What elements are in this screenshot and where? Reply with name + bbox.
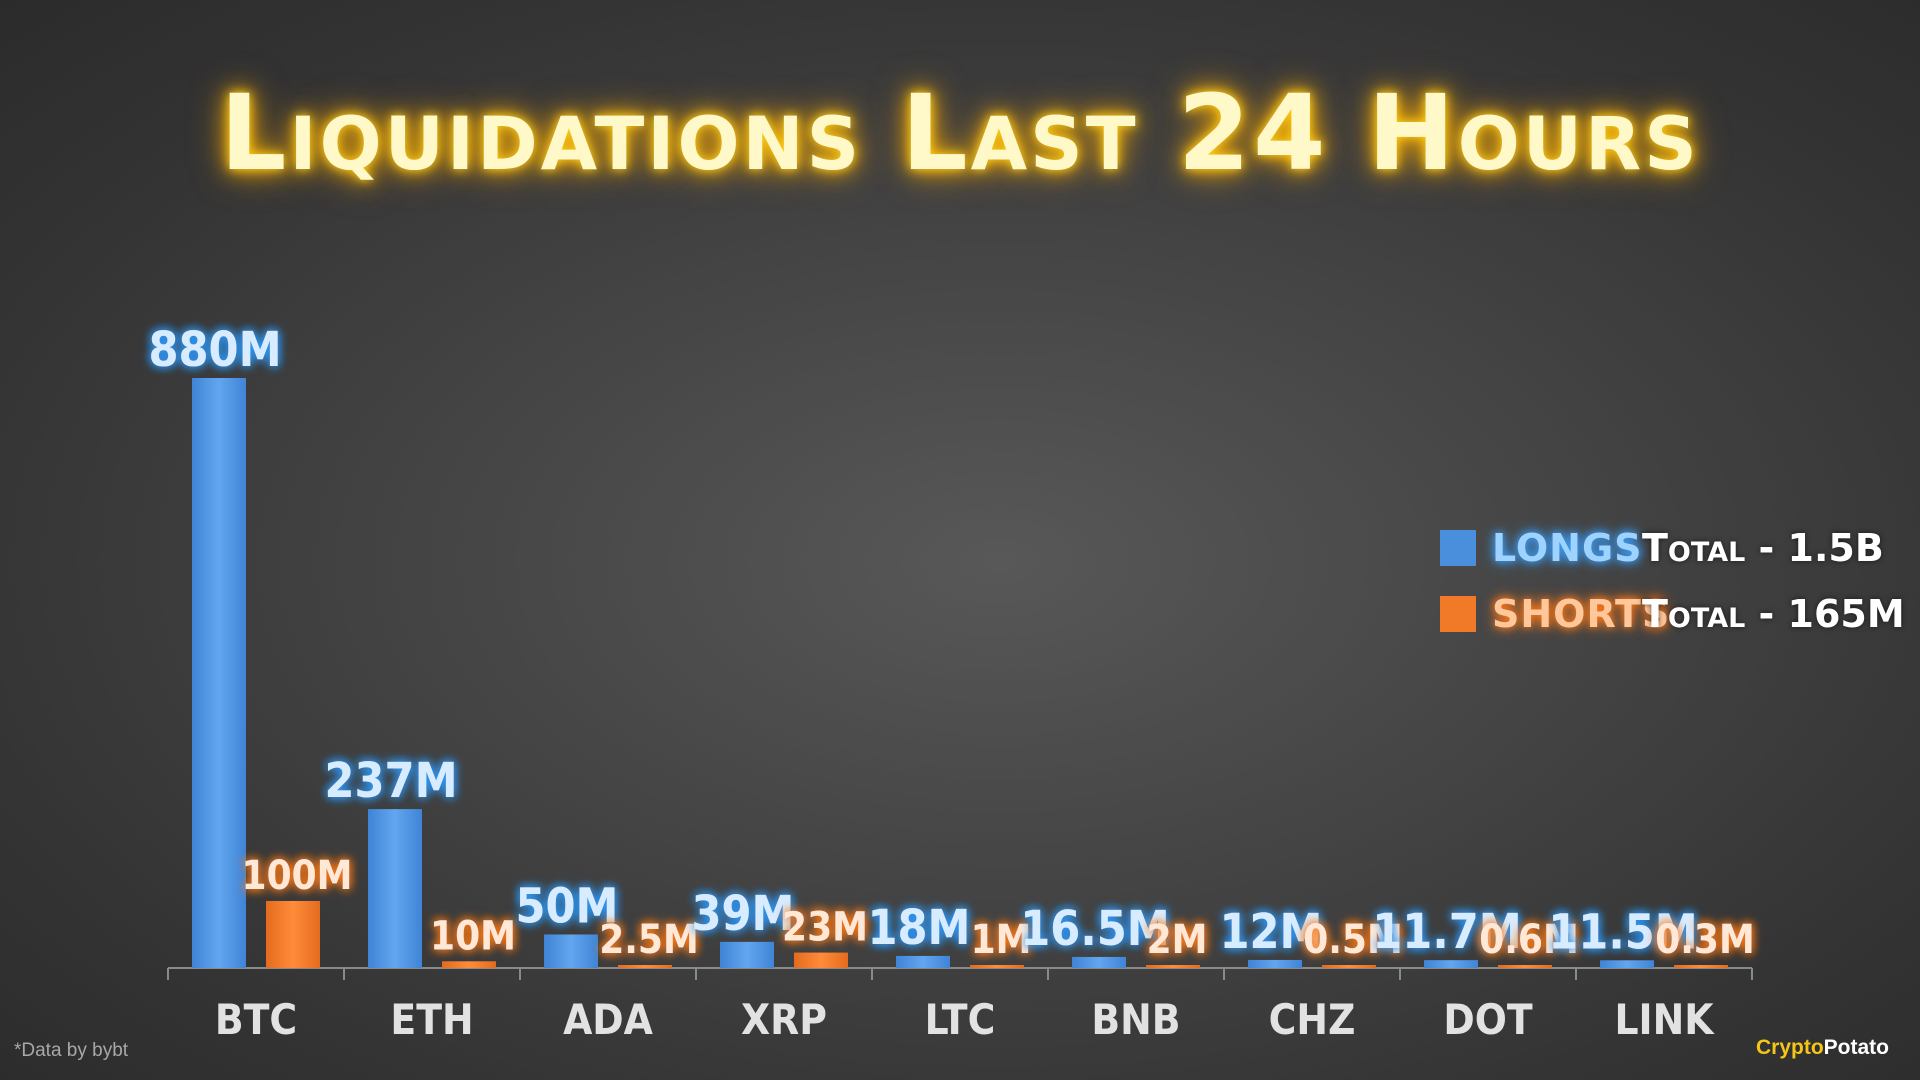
data-label-shorts-chz: 0.5M: [1303, 917, 1403, 963]
brand-logo-part1: Crypto: [1756, 1036, 1824, 1059]
bar-shorts-bnb: [1146, 965, 1200, 968]
data-source-note: *Data by bybt: [14, 1040, 129, 1061]
bar-shorts-ltc: [970, 965, 1024, 968]
data-label-shorts-bnb: 2M: [1147, 917, 1208, 963]
data-label-shorts-link: 0.3M: [1655, 917, 1755, 963]
bar-longs-xrp: [720, 941, 774, 968]
bar-shorts-chz: [1322, 965, 1376, 968]
bar-longs-ltc: [896, 955, 950, 968]
bar-shorts-xrp: [794, 952, 848, 968]
bar-longs-link: [1600, 960, 1654, 968]
bars: [192, 378, 1728, 968]
chart-title: Liquidations Last 24 Hours: [220, 72, 1700, 194]
legend-total-longs: Total - 1.5B: [1642, 526, 1884, 570]
data-label-shorts-xrp: 23M: [782, 905, 868, 951]
data-label-longs-link: 11.5M: [1548, 904, 1698, 960]
x-tick-label-ada: ADA: [563, 995, 654, 1044]
data-label-longs-ltc: 18M: [867, 900, 970, 956]
legend-total-shorts: Total - 165M: [1642, 592, 1905, 636]
bar-shorts-dot: [1498, 965, 1552, 968]
bar-shorts-ada: [618, 965, 672, 968]
x-tick-labels: BTC ETH ADA XRP LTC BNB CHZ DOT LINK: [215, 995, 1715, 1044]
legend-shorts: SHORTS Total - 165M: [1440, 584, 1905, 644]
bar-longs-chz: [1248, 959, 1302, 968]
data-label-longs-btc: 880M: [148, 322, 281, 378]
x-tick-label-chz: CHZ: [1269, 995, 1356, 1044]
bar-longs-eth: [368, 809, 422, 968]
data-label-longs-bnb: 16.5M: [1020, 901, 1170, 957]
data-label-longs-xrp: 39M: [691, 886, 794, 942]
legend-label-shorts: SHORTS: [1492, 592, 1671, 636]
data-label-longs-chz: 12M: [1219, 904, 1322, 960]
bar-shorts-link: [1674, 965, 1728, 968]
data-label-shorts-eth: 10M: [430, 913, 516, 959]
data-label-shorts-ada: 2.5M: [599, 917, 699, 963]
legend-swatch-longs: [1440, 530, 1476, 566]
data-label-shorts-dot: 0.6M: [1479, 917, 1579, 963]
x-tick-label-xrp: XRP: [741, 995, 827, 1044]
legend-longs: LONGS Total - 1.5B: [1440, 518, 1884, 578]
x-tick-label-btc: BTC: [215, 995, 297, 1044]
bar-longs-dot: [1424, 960, 1478, 968]
bar-longs-bnb: [1072, 956, 1126, 968]
data-label-shorts-btc: 100M: [242, 853, 353, 899]
x-tick-label-dot: DOT: [1443, 995, 1532, 1044]
data-label-longs-eth: 237M: [324, 753, 457, 809]
bar-longs-ada: [544, 934, 598, 968]
bar-shorts-btc: [266, 900, 320, 968]
bar-shorts-eth: [442, 961, 496, 968]
x-tick-label-link: LINK: [1614, 995, 1715, 1044]
x-tick-label-ltc: LTC: [925, 995, 996, 1044]
x-axis: [167, 967, 1753, 980]
x-tick-label-bnb: BNB: [1091, 995, 1180, 1044]
legend-label-longs: LONGS: [1492, 526, 1643, 570]
bar-longs-btc: [192, 378, 246, 968]
data-label-shorts-ltc: 1M: [971, 917, 1032, 963]
brand-logo: CryptoPotato: [1756, 1036, 1889, 1060]
x-tick-label-eth: ETH: [390, 995, 473, 1044]
brand-logo-part2: Potato: [1823, 1036, 1889, 1059]
legend-swatch-shorts: [1440, 596, 1476, 632]
data-label-longs-dot: 11.7M: [1372, 904, 1522, 960]
data-label-longs-ada: 50M: [515, 878, 618, 934]
